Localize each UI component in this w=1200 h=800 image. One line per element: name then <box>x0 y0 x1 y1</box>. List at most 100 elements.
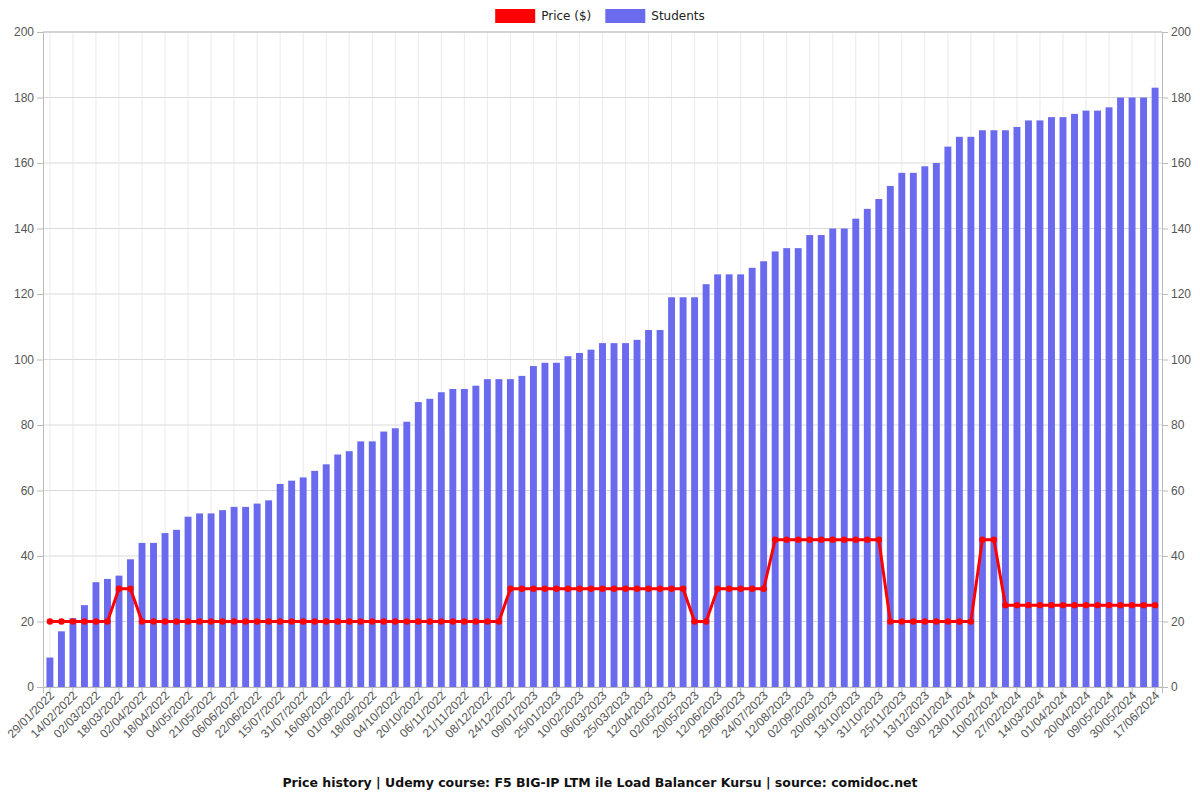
bar <box>1037 120 1044 687</box>
bar <box>990 130 997 687</box>
marker <box>968 618 974 624</box>
marker <box>323 618 329 624</box>
tick-mark <box>1162 229 1168 230</box>
marker <box>599 586 605 592</box>
tick: 60 <box>21 484 43 498</box>
marker <box>691 618 697 624</box>
bar <box>403 422 410 687</box>
tick: 80 <box>21 418 43 432</box>
marker <box>438 618 444 624</box>
tick-label: 180 <box>14 91 34 105</box>
marker <box>58 618 64 624</box>
bar <box>1140 98 1147 688</box>
marker <box>277 618 283 624</box>
tick-label: 160 <box>14 156 34 170</box>
bar <box>1129 98 1136 688</box>
bar <box>472 386 479 687</box>
bar <box>553 363 560 687</box>
marker <box>1083 602 1089 608</box>
bar <box>1013 127 1020 687</box>
bar <box>69 618 76 687</box>
bar <box>150 543 157 687</box>
marker <box>507 586 513 592</box>
marker <box>150 618 156 624</box>
marker <box>1025 602 1031 608</box>
bar <box>1048 117 1055 687</box>
tick-mark <box>37 98 43 99</box>
marker <box>473 618 479 624</box>
bar <box>944 147 951 687</box>
tick-label: 200 <box>1171 25 1191 39</box>
marker <box>657 586 663 592</box>
tick-mark <box>1162 556 1168 557</box>
tick-mark <box>37 687 43 688</box>
bar <box>1106 107 1113 687</box>
marker <box>519 586 525 592</box>
marker <box>116 586 122 592</box>
tick-mark <box>1162 425 1168 426</box>
bar <box>93 582 100 687</box>
marker <box>1106 602 1112 608</box>
marker <box>634 586 640 592</box>
marker <box>737 586 743 592</box>
marker <box>818 536 824 542</box>
bar <box>46 658 53 687</box>
tick-label: 200 <box>14 25 34 39</box>
marker <box>300 618 306 624</box>
bar <box>357 441 364 687</box>
bar <box>1152 88 1159 687</box>
bar <box>231 507 238 687</box>
tick-mark <box>37 491 43 492</box>
tick-label: 20 <box>1171 615 1185 629</box>
bar <box>852 219 859 687</box>
tick: 200 <box>14 25 43 39</box>
bar <box>449 389 456 687</box>
marker <box>346 618 352 624</box>
marker <box>231 618 237 624</box>
marker <box>93 618 99 624</box>
marker <box>415 618 421 624</box>
tick-label: 80 <box>21 418 35 432</box>
bar <box>81 605 88 687</box>
marker <box>1129 602 1135 608</box>
bar <box>392 428 399 687</box>
marker <box>104 618 110 624</box>
marker <box>173 618 179 624</box>
marks <box>46 88 1158 687</box>
tick: 140 <box>14 222 43 236</box>
bar <box>242 507 249 687</box>
bar <box>772 251 779 687</box>
bar <box>680 297 687 687</box>
tick-label: 160 <box>1171 156 1191 170</box>
marker <box>611 586 617 592</box>
bar <box>541 363 548 687</box>
tick-mark <box>37 32 43 33</box>
marker <box>81 618 87 624</box>
marker <box>645 586 651 592</box>
bar <box>219 510 226 687</box>
marker <box>830 536 836 542</box>
marker <box>1094 602 1100 608</box>
marker <box>795 536 801 542</box>
marker <box>1060 602 1066 608</box>
tick-label: 40 <box>21 549 35 563</box>
bar <box>426 399 433 687</box>
bar <box>599 343 606 687</box>
marker <box>714 586 720 592</box>
bar <box>933 163 940 687</box>
marker <box>496 618 502 624</box>
bar <box>806 235 813 687</box>
tick-label: 17/06/2024 <box>1110 688 1163 741</box>
bar <box>1002 130 1009 687</box>
grid-line-y <box>43 32 1162 33</box>
tick-mark <box>1162 622 1168 623</box>
legend-swatch <box>605 9 645 23</box>
tick-label: 100 <box>14 353 34 367</box>
tick-label: 60 <box>1171 484 1185 498</box>
marker <box>760 586 766 592</box>
tick: 140 <box>1162 222 1191 236</box>
bar <box>507 379 514 687</box>
axis: 020406080100120140160180200 <box>1162 25 1191 694</box>
marker <box>196 618 202 624</box>
bar <box>254 504 261 687</box>
